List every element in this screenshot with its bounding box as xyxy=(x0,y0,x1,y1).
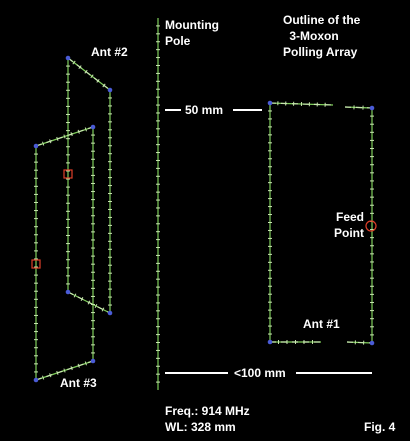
ant-3-bottom-edge-tick xyxy=(70,366,73,371)
wavelength-label: WL: 328 mm xyxy=(165,420,236,434)
ant-1-feed-point-marker xyxy=(365,220,377,232)
ant-3-label: Ant #3 xyxy=(60,376,97,390)
ant-1-corner-node xyxy=(369,340,375,346)
title-line-2: 3-Moxon xyxy=(289,29,339,43)
ant-3-bottom-edge-tick xyxy=(49,373,52,378)
ant-3-bottom-edge-tick xyxy=(63,368,66,373)
ant-1-corner-node xyxy=(267,100,273,106)
ant-2-corner-node xyxy=(107,87,113,93)
ant-2-top-edge-tick xyxy=(84,69,88,74)
ant-2-top-edge-tick xyxy=(96,78,100,83)
ant-3-corner-node xyxy=(33,143,39,149)
ant-3-feed-point-marker xyxy=(31,259,41,269)
ant-1-bottom-tail-right-segments xyxy=(346,341,373,344)
ant-2-bottom-edge-tick xyxy=(101,307,105,312)
mounting-pole-label-line-2: Pole xyxy=(165,34,191,48)
ant-2-top-edge-segments xyxy=(67,57,111,91)
ant-3-top-edge-tick xyxy=(77,129,80,134)
ant-3-bottom-edge-tick xyxy=(84,361,87,366)
ant-3-top-edge-tick xyxy=(84,127,87,132)
ant-3-top-edge-tick xyxy=(42,141,45,146)
ant-3-top-edge-tick xyxy=(63,134,66,139)
ant-2-label: Ant #2 xyxy=(91,45,128,59)
ant-3-corner-node xyxy=(90,124,96,130)
feed-point-label-line-2: Point xyxy=(334,226,364,240)
ant-1-corner-node xyxy=(369,105,375,111)
ant-2-bottom-edge-tick xyxy=(87,300,91,305)
ant-2-top-edge-tick xyxy=(72,60,76,65)
ant-2-top-edge-tick xyxy=(90,74,94,79)
ant-2-bottom-edge-tick xyxy=(94,303,98,309)
ant-3-top-edge-tick xyxy=(56,136,59,141)
ant-2-feed-point-marker xyxy=(63,169,73,179)
ant-3-top-edge-tick xyxy=(70,132,73,137)
ant-3-top-edge-tick xyxy=(49,139,52,144)
title-line-3: Polling Array xyxy=(283,45,358,59)
ant-1-label: Ant #1 xyxy=(303,317,340,331)
ant-2-corner-node xyxy=(107,310,113,316)
ant-3-bottom-edge-tick xyxy=(56,370,59,375)
spacing-100mm-label: <100 mm xyxy=(234,366,286,380)
ant-2-corner-node xyxy=(65,55,71,61)
ant-2-top-edge-tick xyxy=(102,83,106,88)
frequency-label: Freq.: 914 MHz xyxy=(165,404,250,418)
ant-1-corner-node xyxy=(267,339,273,345)
ant-3-corner-node xyxy=(90,358,96,364)
ant-3-corner-node xyxy=(33,377,39,383)
title-line-1: Outline of the xyxy=(283,13,361,27)
feed-point-label-line-1: Feed xyxy=(335,210,364,224)
ant-3-bottom-edge-tick xyxy=(42,375,45,380)
ant-2-top-edge-tick xyxy=(78,65,82,70)
ant-2-corner-node xyxy=(65,289,71,295)
ant-2-bottom-edge-tick xyxy=(73,293,77,298)
ant-1-top-tail-right-segments xyxy=(344,106,373,109)
mounting-pole-label-line-1: Mounting xyxy=(165,18,219,32)
ant-3-bottom-edge-tick xyxy=(77,363,80,368)
ant-2-bottom-edge-tick xyxy=(80,296,84,302)
figure-number: Fig. 4 xyxy=(364,420,396,434)
spacing-50mm-label: 50 mm xyxy=(185,103,224,117)
